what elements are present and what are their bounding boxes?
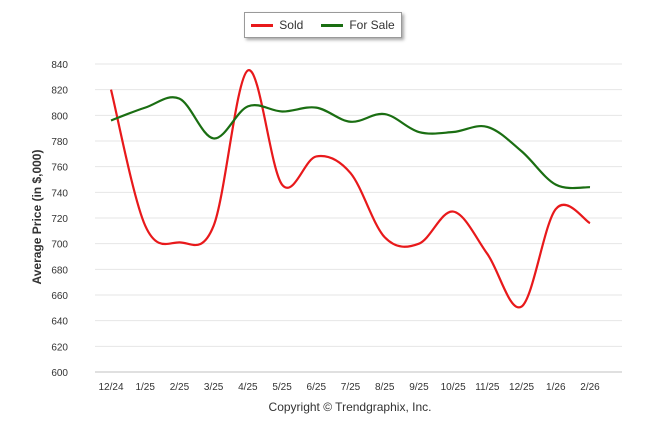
x-tick-label: 3/25 (204, 382, 224, 393)
x-tick-label: 10/25 (441, 382, 466, 393)
x-tick-label: 8/25 (375, 382, 395, 393)
x-tick-label: 1/25 (135, 382, 155, 393)
y-tick-label: 780 (51, 137, 68, 148)
x-axis-ticks: 12/24 1/25 2/25 3/25 4/25 5/25 6/25 7/25 8/25 9/2… (98, 382, 600, 393)
legend-swatch-for-sale (321, 23, 344, 27)
y-tick-label: 760 (51, 163, 68, 174)
y-tick-label: 660 (51, 291, 68, 302)
y-tick-label: 700 (51, 240, 68, 251)
y-tick-label: 620 (51, 342, 68, 353)
y-tick-label: 800 (51, 111, 68, 122)
legend-swatch-sold (251, 23, 274, 27)
x-tick-label: 12/24 (98, 382, 123, 393)
legend-label-for-sale: For Sale (349, 18, 395, 32)
y-tick-label: 640 (51, 317, 68, 328)
x-tick-label: 2/25 (170, 382, 190, 393)
x-tick-label: 12/25 (509, 382, 534, 393)
legend-item-sold[interactable]: Sold (251, 18, 303, 32)
x-tick-label: 1/26 (546, 382, 566, 393)
series-line-sold (109, 69, 591, 309)
x-tick-label: 5/25 (272, 382, 292, 393)
y-tick-label: 600 (51, 368, 68, 379)
copyright-footer: Copyright © Trendgraphix, Inc. (268, 400, 432, 414)
y-tick-label: 840 (51, 60, 68, 71)
x-tick-label: 11/25 (475, 382, 500, 393)
y-tick-label: 720 (51, 214, 68, 225)
grid-lines (95, 63, 622, 373)
x-tick-label: 9/25 (409, 382, 429, 393)
x-tick-label: 6/25 (307, 382, 327, 393)
series-line-for-sale (110, 96, 591, 190)
x-tick-label: 4/25 (238, 382, 258, 393)
y-axis-ticks: 600 620 640 660 680 700 720 740 760 780 800 820 840 (51, 60, 68, 379)
y-tick-label: 820 (51, 86, 68, 97)
y-axis-label: Average Price (in $,000) (30, 149, 44, 285)
legend-item-for-sale[interactable]: For Sale (321, 18, 395, 32)
x-tick-label: 7/25 (341, 382, 361, 393)
y-tick-label: 680 (51, 265, 68, 276)
series-lines (109, 69, 591, 309)
x-tick-label: 2/26 (580, 382, 600, 393)
legend: Sold For Sale (244, 12, 402, 38)
y-tick-label: 740 (51, 188, 68, 199)
legend-label-sold: Sold (279, 18, 304, 32)
